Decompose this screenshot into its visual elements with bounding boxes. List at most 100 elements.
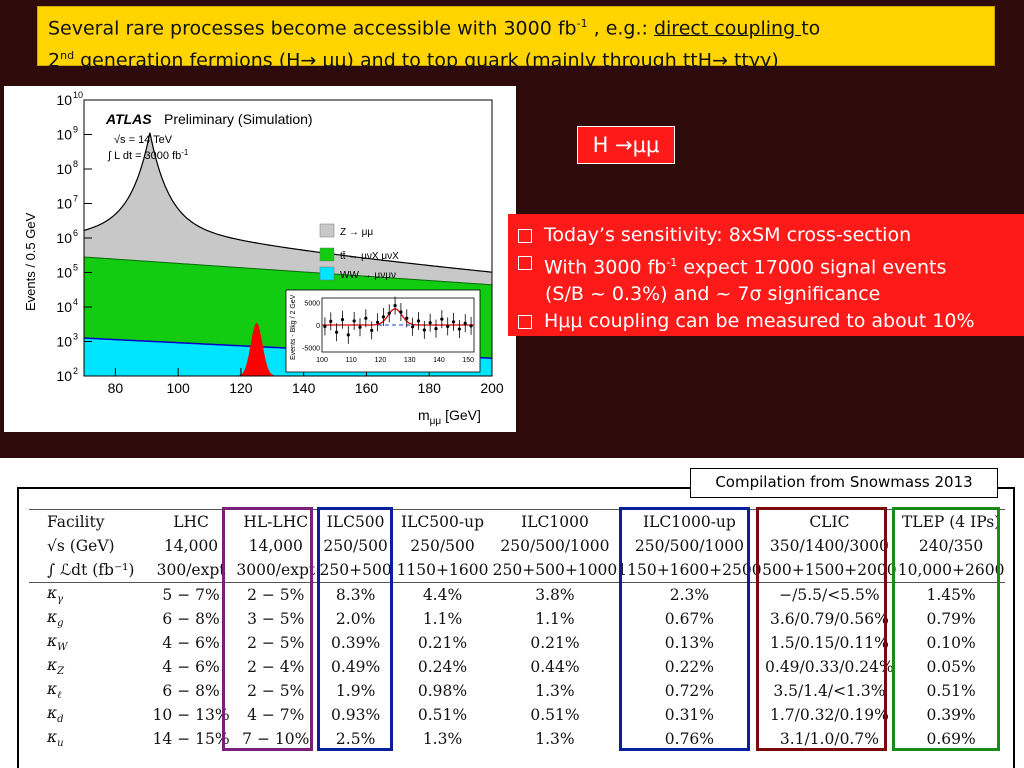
table-cell: 250/500/1000	[634, 537, 744, 555]
x-axis-title: mμμ [GeV]	[418, 407, 481, 427]
inset-data-point	[405, 316, 409, 320]
inset-data-point	[340, 318, 345, 322]
table-cell: 6 − 8%	[162, 610, 220, 628]
table-row-header: √s (GeV)	[47, 537, 115, 555]
table-cell: 0.69%	[926, 730, 976, 748]
table-row: Facility LHC HL-LHC ILC500 ILC500-up ILC1000 I…	[29, 509, 1005, 534]
highlight-clic	[756, 507, 887, 751]
inset-x-tick-label: 150	[462, 357, 474, 364]
y-tick-exponent: 5	[73, 263, 78, 273]
table-cell: 0.05%	[926, 658, 976, 676]
inset-y-tick-label: -5000	[302, 346, 320, 353]
inset-y-tick-label: 5000	[304, 301, 320, 308]
inset-x-tick-label: 100	[316, 357, 328, 364]
checkbox-bullet-icon	[518, 315, 532, 330]
inset-data-point	[381, 315, 385, 319]
source-caption: Compilation from Snowmass 2013	[690, 468, 998, 498]
z-background-area	[84, 132, 492, 285]
table-cell: 0.72%	[664, 682, 715, 700]
lumi-label: ∫ L dt = 3000 fb-1	[107, 148, 189, 162]
header-line-1: Several rare processes become accessible…	[48, 10, 984, 42]
y-tick-label: 10	[56, 265, 72, 281]
y-tick-label: 10	[56, 368, 72, 384]
ttbar-outline	[83, 256, 493, 286]
table-cell: 1.7/0.32/0.19%	[769, 706, 889, 724]
table-cell: 250+500	[318, 558, 393, 583]
table-cell: 250+500+1000	[492, 558, 618, 583]
table-cell: ILC1000	[492, 509, 618, 534]
table-cell: 2 − 4%	[247, 658, 305, 676]
table-row-header: κd	[47, 704, 64, 726]
table-cell: 2 − 5%	[247, 682, 305, 700]
table-cell: 4 − 6%	[162, 658, 220, 676]
inset-data-point	[358, 325, 362, 329]
table-row: κW 4 − 6% 2 − 5% 0.39% 0.21% 0.21% 0.13% 1.5/0.…	[29, 631, 1005, 655]
table-cell: 0.49%	[330, 658, 381, 676]
table-cell: 14,000	[248, 537, 303, 555]
table-cell: 3.5/1.4/<1.3%	[773, 682, 886, 700]
y-tick-exponent: 8	[73, 159, 78, 169]
table-row: κZ 4 − 6% 2 − 4% 0.49% 0.24% 0.44% 0.22% 0.49/0…	[29, 655, 1005, 679]
y-tick-exponent: 10	[73, 90, 83, 100]
table-cell: 10,000+2600	[897, 558, 1005, 583]
inset-data-point	[457, 327, 461, 331]
table-cell: 1.5/0.15/0.11%	[769, 634, 889, 652]
inset-data-point	[416, 319, 421, 323]
table-cell: 2.5%	[335, 730, 376, 748]
table-cell: 1.1%	[422, 610, 463, 628]
table-cell: 3000/expt	[232, 558, 319, 583]
table-cell: 7 − 10%	[242, 730, 310, 748]
table-cell: 1150+1600	[392, 558, 493, 583]
table-cell: 0.51%	[530, 706, 580, 724]
table-cell: 14,000	[163, 537, 219, 555]
y-tick-exponent: 4	[73, 297, 78, 307]
facility-comparison-table: Facility LHC HL-LHC ILC500 ILC500-up ILC1000 I…	[29, 509, 1005, 751]
x-tick-label: 100	[166, 380, 190, 396]
table-row-header: κℓ	[47, 680, 62, 702]
x-tick-label: 140	[292, 380, 316, 396]
table-cell: 250/500	[323, 537, 388, 555]
inset-data-point	[411, 325, 415, 329]
x-tick-label: 120	[229, 380, 253, 396]
table-cell: 6 − 8%	[162, 682, 220, 700]
table-cell: 0.10%	[926, 634, 976, 652]
legend-swatch	[319, 247, 335, 262]
inset-data-point	[434, 327, 438, 331]
inset-data-point	[451, 320, 456, 324]
checkbox-bullet-icon	[518, 256, 532, 270]
table-cell: ILC1000-up	[617, 509, 762, 534]
table-cell: 1.3%	[535, 730, 575, 748]
table-cell: 0.24%	[417, 658, 468, 676]
table-cell: 2 − 5%	[247, 586, 305, 604]
table-row: ∫ ℒdt (fb⁻¹) 300/expt 3000/expt 250+500 1150…	[29, 558, 1005, 583]
header-superscript: -1	[576, 17, 588, 30]
inset-data-point	[440, 317, 444, 321]
inset-signal-fit	[322, 308, 474, 326]
table-cell: 0.98%	[417, 682, 468, 700]
inset-x-tick-label: 130	[404, 357, 416, 364]
highlight-ilc500	[317, 507, 393, 751]
legend-label: Z → μμ	[340, 227, 373, 238]
table-cell: 1.3%	[535, 682, 575, 700]
bullet-text: With 3000 fb-1 expect 17000 signal event…	[544, 256, 947, 279]
table-cell: −/5.5/<5.5%	[779, 586, 880, 604]
inset-x-tick-label: 110	[346, 357, 357, 364]
bullet-item: With 3000 fb-1 expect 17000 signal event…	[516, 249, 1016, 281]
inset-data-point	[335, 330, 339, 334]
table-cell: 3.8%	[535, 586, 575, 604]
table-cell: 0.51%	[417, 706, 468, 724]
inset-data-point	[393, 304, 397, 308]
slide-header: Several rare processes become accessible…	[37, 6, 995, 72]
inset-y-title: Events - Bkg / 2 GeV	[290, 294, 297, 360]
table-row: κγ 5 − 7% 2 − 5% 8.3% 4.4% 3.8% 2.3% −/5.5/<5.5…	[29, 583, 1005, 608]
y-tick-exponent: 7	[73, 194, 78, 204]
process-badge: H →μμ	[577, 126, 675, 164]
table-cell: 0.49/0.33/0.24%	[765, 658, 894, 676]
atlas-label: ATLAS	[105, 111, 152, 127]
inset-data-point	[352, 319, 356, 323]
table-cell: 3 − 5%	[247, 610, 305, 628]
table-cell: 0.39%	[926, 706, 976, 724]
y-tick-exponent: 6	[73, 228, 78, 238]
inset-data-point	[387, 311, 391, 315]
comparison-table-frame: Facility LHC HL-LHC ILC500 ILC500-up ILC1000 I…	[17, 487, 1015, 768]
